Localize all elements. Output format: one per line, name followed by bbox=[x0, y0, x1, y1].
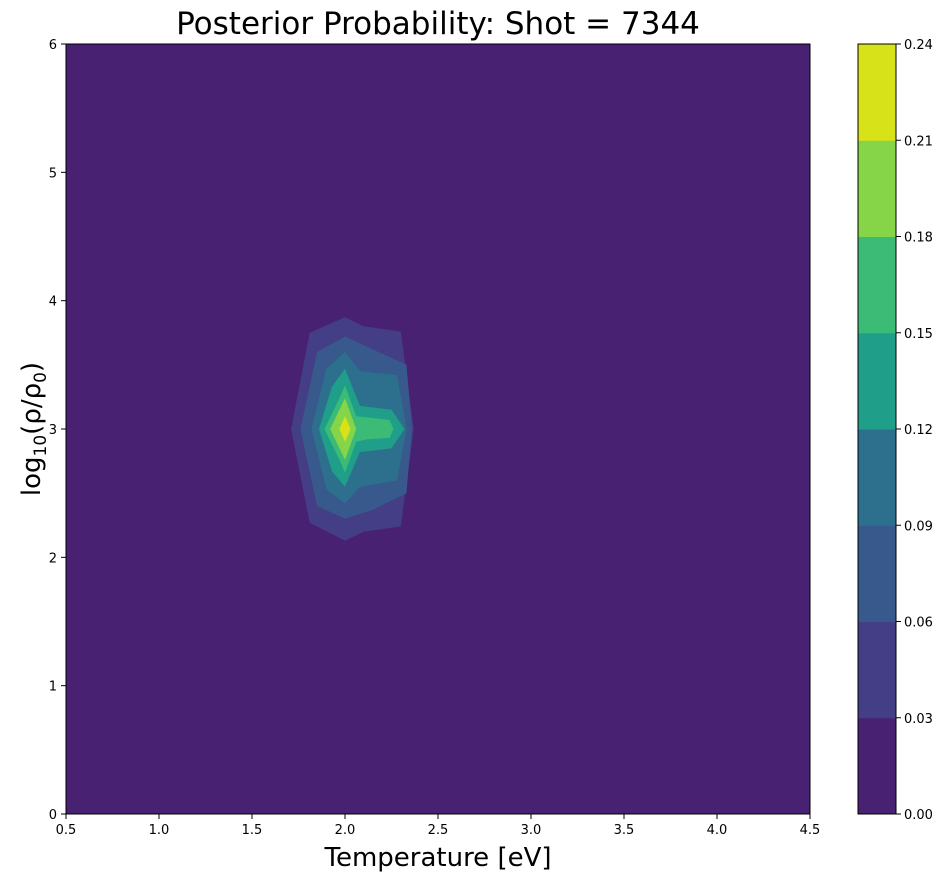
colorbar-tick-label: 0.15 bbox=[904, 327, 933, 342]
plot-background bbox=[66, 44, 810, 814]
x-tick-label: 1.0 bbox=[149, 823, 170, 838]
x-tick-label: 3.5 bbox=[614, 823, 635, 838]
y-axis-ticks: 0 1 2 3 4 5 6 bbox=[49, 38, 66, 823]
colorbar-tick-label: 0.12 bbox=[904, 423, 933, 438]
chart-title: Posterior Probability: Shot = 7344 bbox=[176, 6, 700, 42]
x-tick-label: 4.0 bbox=[707, 823, 728, 838]
x-tick-label: 2.5 bbox=[428, 823, 449, 838]
colorbar-tick-label: 0.18 bbox=[904, 231, 933, 246]
contour-region-7 bbox=[339, 416, 351, 442]
colorbar-tick-label: 0.24 bbox=[904, 38, 933, 53]
x-tick-label: 2.0 bbox=[335, 823, 356, 838]
colorbar-band bbox=[858, 332, 896, 430]
y-tick-label: 6 bbox=[49, 38, 57, 53]
x-axis-ticks: 0.5 1.0 1.5 2.0 2.5 3.0 3.5 4.0 4.5 bbox=[56, 814, 821, 838]
y-tick-label: 1 bbox=[49, 680, 57, 695]
colorbar-band bbox=[858, 429, 896, 526]
colorbar-tick-label: 0.09 bbox=[904, 519, 933, 534]
colorbar-bands bbox=[858, 44, 896, 815]
colorbar-band bbox=[858, 236, 896, 334]
colorbar-band bbox=[858, 525, 896, 622]
y-axis-label: log10(ρ/ρ0) bbox=[17, 362, 51, 496]
y-tick-label: 2 bbox=[49, 551, 57, 566]
colorbar-band bbox=[858, 140, 896, 237]
colorbar-tick-label: 0.00 bbox=[904, 808, 933, 823]
x-axis-label: Temperature [eV] bbox=[323, 843, 551, 873]
x-tick-label: 1.5 bbox=[242, 823, 263, 838]
y-tick-label: 5 bbox=[49, 166, 57, 181]
y-tick-label: 3 bbox=[49, 423, 57, 438]
colorbar-tick-label: 0.03 bbox=[904, 712, 933, 727]
colorbar-tick-label: 0.21 bbox=[904, 134, 933, 149]
y-tick-label: 4 bbox=[49, 295, 57, 310]
colorbar-band bbox=[858, 44, 896, 141]
y-tick-label: 0 bbox=[49, 808, 57, 823]
colorbar-band bbox=[858, 717, 896, 815]
x-tick-label: 3.0 bbox=[521, 823, 542, 838]
x-tick-label: 0.5 bbox=[56, 823, 77, 838]
colorbar-ticks: 0.00 0.03 0.06 0.09 0.12 0.15 0.18 0.21 0.24 bbox=[896, 38, 933, 823]
plot-area bbox=[65, 43, 811, 815]
contour-regions bbox=[291, 317, 414, 541]
x-tick-label: 4.5 bbox=[800, 823, 821, 838]
colorbar: 0.00 0.03 0.06 0.09 0.12 0.15 0.18 0.21 0.24 bbox=[857, 38, 933, 823]
colorbar-band bbox=[858, 621, 896, 719]
colorbar-tick-label: 0.06 bbox=[904, 616, 933, 631]
